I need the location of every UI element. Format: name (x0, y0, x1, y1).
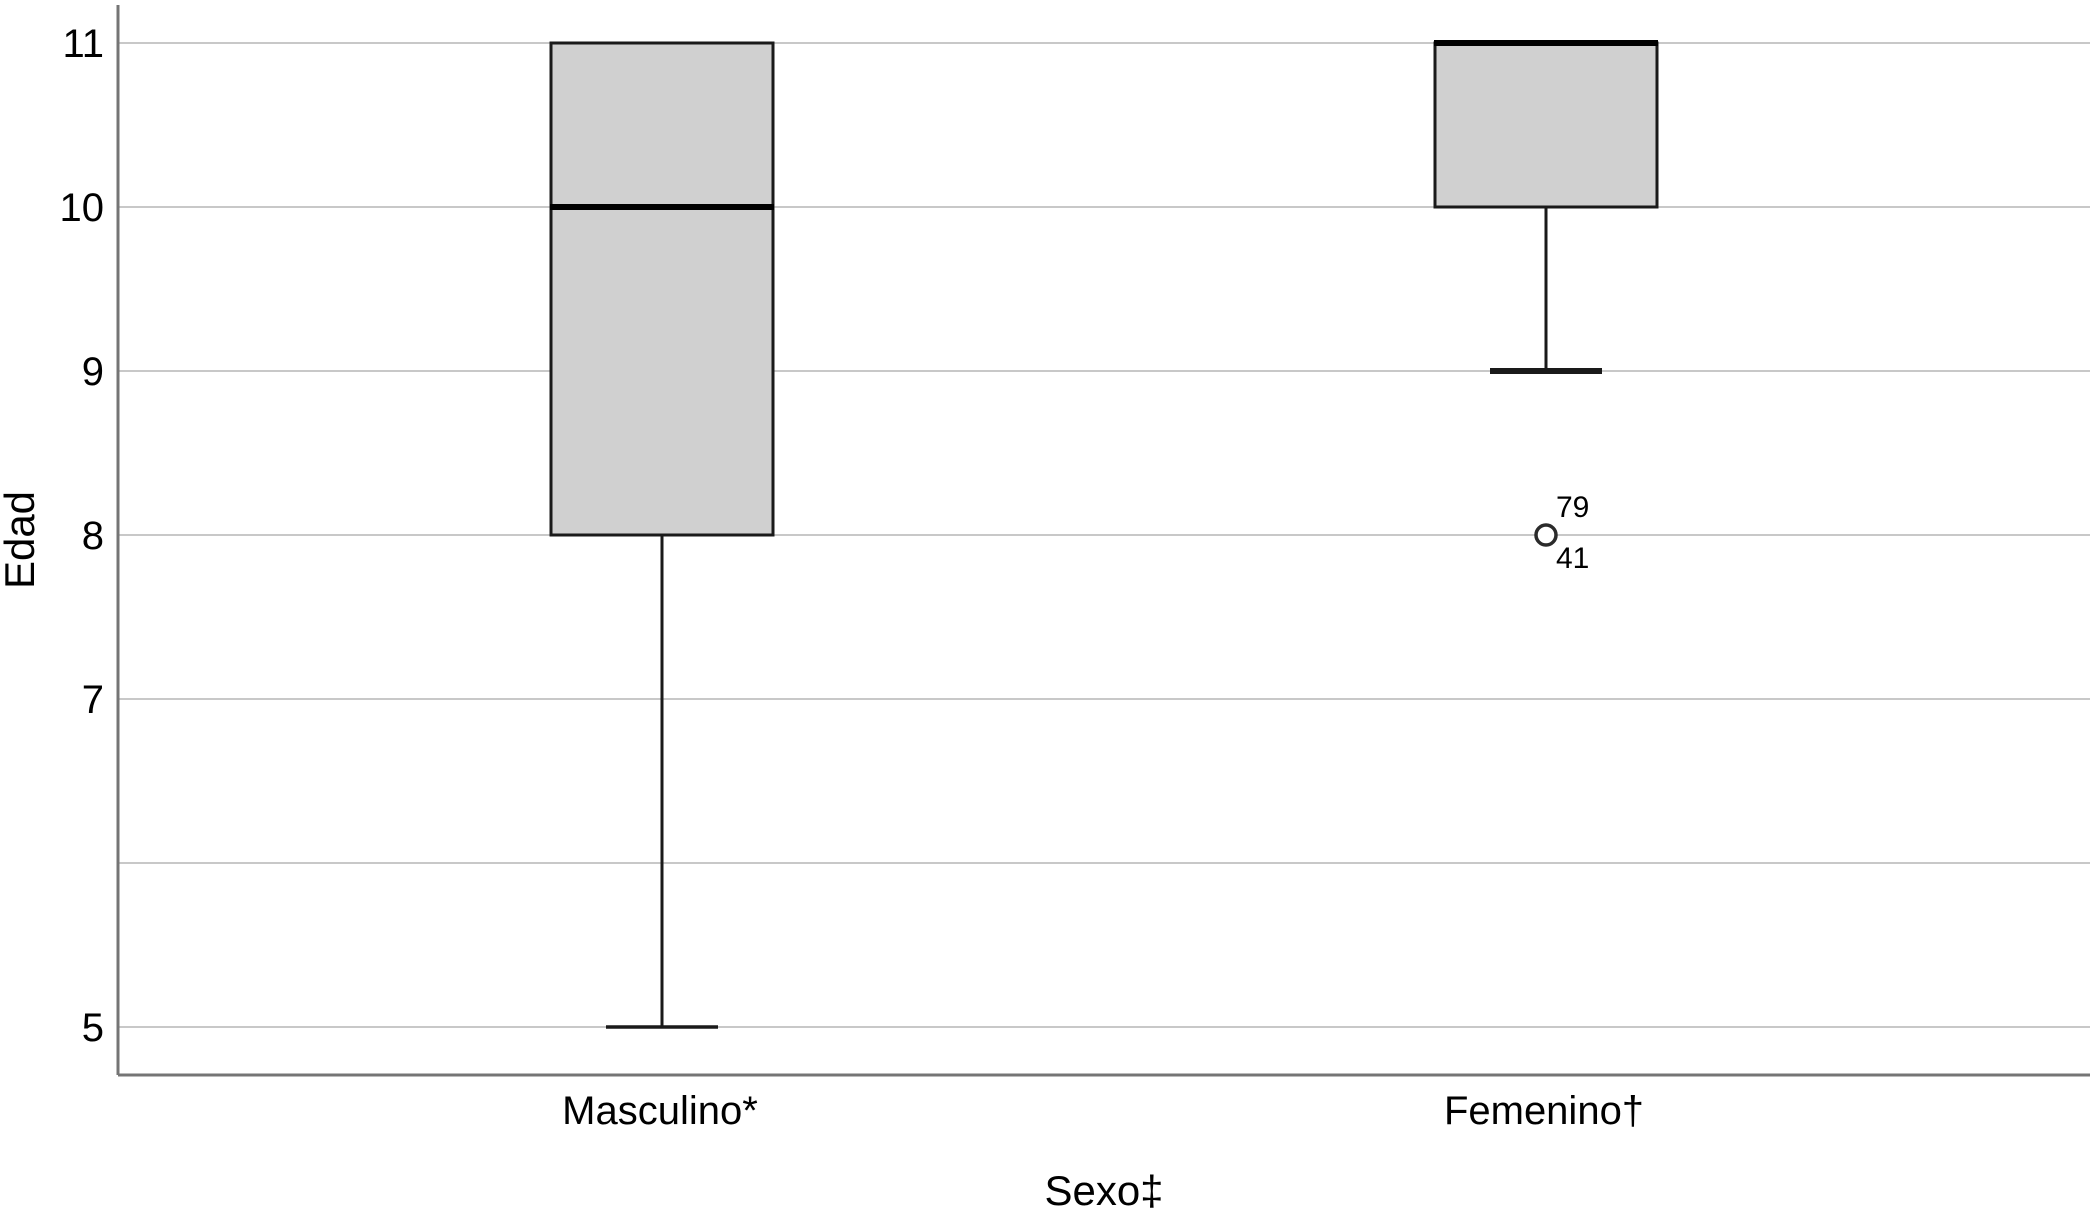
y-tick-label-8: 8 (82, 514, 104, 558)
x-category-label-1: Femenino† (1444, 1089, 1644, 1133)
y-tick-label-11: 11 (62, 22, 104, 66)
y-axis-title: Edad (0, 491, 43, 589)
outlier-label: 79 (1556, 491, 1589, 524)
x-category-label-0: Masculino* (562, 1089, 758, 1133)
x-axis-title: Sexo‡ (1044, 1167, 1163, 1214)
outlier-label: 41 (1556, 542, 1589, 575)
y-tick-label-5: 5 (82, 1006, 104, 1050)
y-tick-label-7: 7 (82, 678, 104, 722)
box-0 (549, 41, 775, 537)
outlier-point (1534, 523, 1558, 547)
y-tick-label-10: 10 (60, 186, 105, 230)
y-tick-label-9: 9 (82, 350, 104, 394)
box-1 (1433, 41, 1659, 209)
